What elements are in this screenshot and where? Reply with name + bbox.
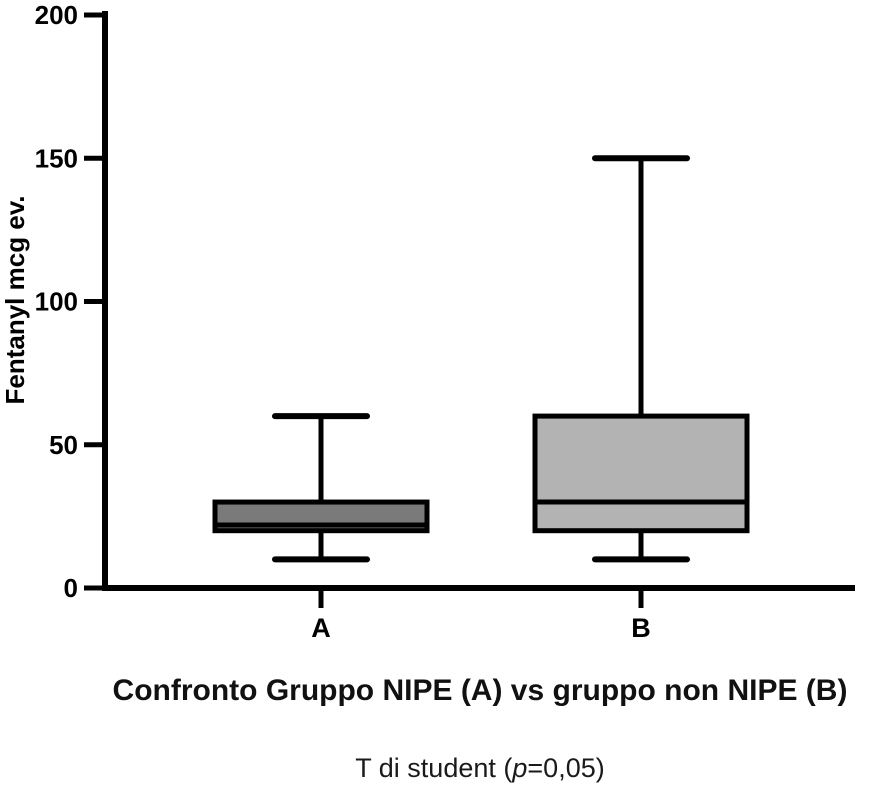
y-axis-title: Fentanyl mcg ev. — [0, 195, 30, 404]
y-tick-label-200: 200 — [35, 0, 78, 30]
subtitle-text-prefix: T di student ( — [355, 753, 513, 783]
y-tick-label-50: 50 — [49, 430, 78, 460]
subtitle-p-symbol: p — [512, 753, 528, 783]
boxplot-canvas: 0 50 100 150 200 Fentanyl mcg ev. A B — [0, 0, 855, 643]
y-tick-label-150: 150 — [35, 143, 78, 173]
chart-subtitle: T di student (p=0,05) — [355, 753, 604, 784]
y-tick-label-100: 100 — [35, 287, 78, 317]
y-tick-label-0: 0 — [64, 573, 78, 603]
subtitle-text-suffix: =0,05) — [527, 753, 605, 783]
box-B — [532, 413, 750, 534]
x-category-label-B: B — [631, 613, 651, 643]
chart-title: Confronto Gruppo NIPE (A) vs gruppo non … — [112, 674, 848, 707]
x-category-label-A: A — [311, 613, 331, 643]
